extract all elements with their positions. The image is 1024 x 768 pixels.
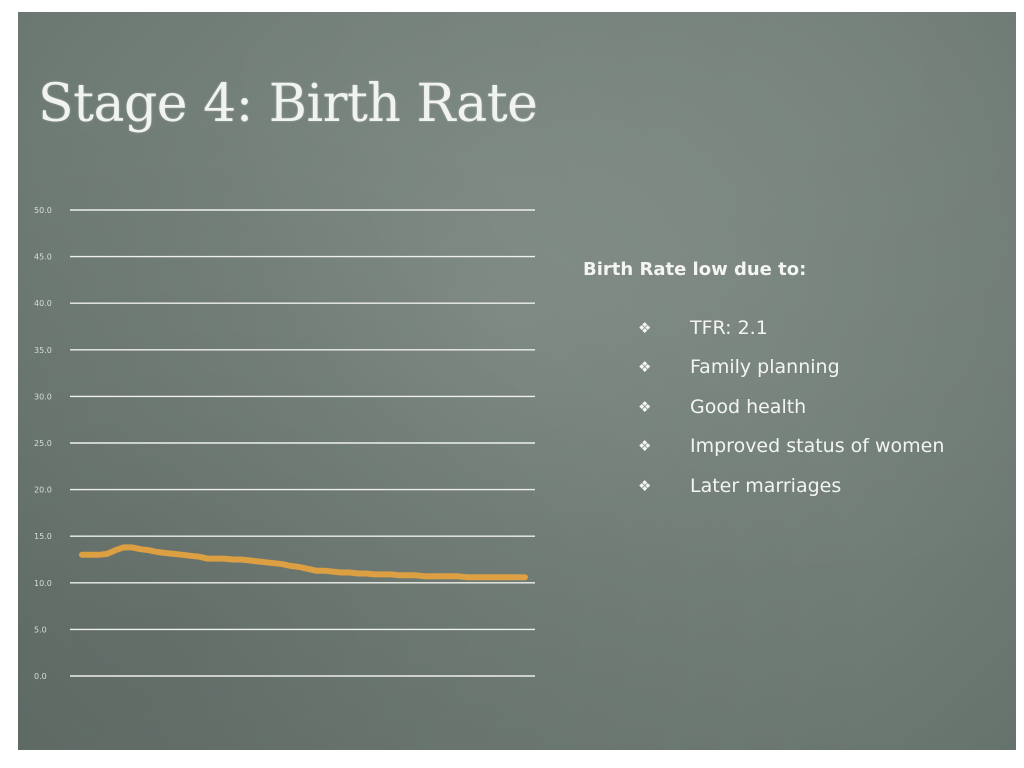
y-tick-label: 45.0: [34, 253, 52, 262]
y-tick-label: 35.0: [34, 346, 52, 355]
y-tick-label: 50.0: [34, 206, 52, 215]
bullet-item: ❖ Good health: [638, 387, 944, 427]
bullet-block: Birth Rate low due to: ❖ TFR: 2.1 ❖ Fami…: [583, 259, 944, 506]
y-tick-label: 30.0: [34, 392, 52, 401]
slide-title: Stage 4: Birth Rate: [38, 74, 538, 134]
bullet-text: TFR: 2.1: [690, 316, 768, 339]
bullet-list: ❖ TFR: 2.1 ❖ Family planning ❖ Good heal…: [583, 308, 944, 506]
diamond-bullet-icon: ❖: [638, 437, 652, 456]
bullet-item: ❖ TFR: 2.1: [638, 308, 944, 348]
y-tick-label: 20.0: [34, 486, 52, 495]
birth-rate-series-line: [79, 544, 528, 581]
y-tick-label: 0.0: [34, 672, 47, 681]
bullet-heading: Birth Rate low due to:: [583, 259, 807, 280]
y-tick-label: 15.0: [34, 532, 52, 541]
diamond-bullet-icon: ❖: [638, 318, 652, 337]
slide: Stage 4: Birth Rate 0.0 5.0 10.0 15.0 20.0 25…: [18, 12, 1016, 750]
diamond-bullet-icon: ❖: [638, 397, 652, 416]
diamond-bullet-icon: ❖: [638, 358, 652, 377]
bullet-text: Good health: [690, 395, 807, 418]
bullet-item: ❖ Family planning: [638, 348, 944, 388]
bullet-text: Family planning: [690, 356, 840, 379]
bullet-item: ❖ Later marriages: [638, 466, 944, 506]
bullet-text: Improved status of women: [690, 435, 945, 458]
bullet-text: Later marriages: [690, 474, 842, 497]
y-tick-label: 25.0: [34, 439, 52, 448]
y-tick-label: 5.0: [34, 625, 47, 634]
y-tick-label: 40.0: [34, 299, 52, 308]
diamond-bullet-icon: ❖: [638, 476, 652, 495]
birth-rate-line-chart: 0.0 5.0 10.0 15.0 20.0 25.0 30.0 35.0 40.0 45.0 50…: [34, 206, 535, 681]
y-tick-label: 10.0: [34, 579, 52, 588]
bullet-item: ❖ Improved status of women: [638, 427, 944, 467]
